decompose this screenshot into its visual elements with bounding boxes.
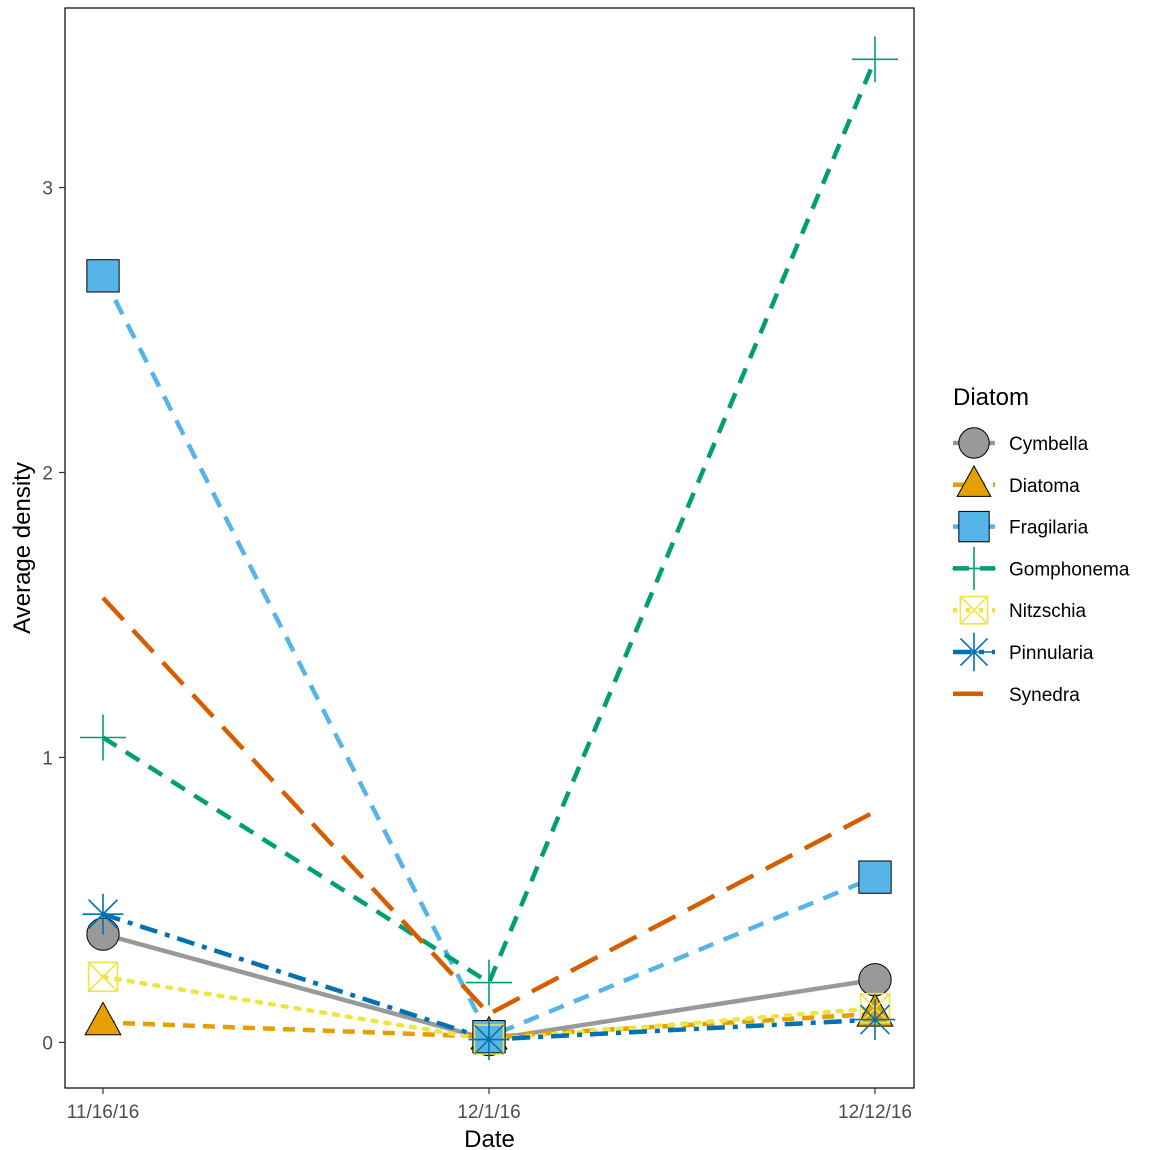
x-tick-label: 12/1/16: [457, 1102, 520, 1123]
legend-items: Cymbella Diatoma Fragilaria Gomphonema Nitzs…: [952, 427, 1130, 706]
series-lines: [100, 58, 878, 1042]
point-fragilaria: [858, 860, 892, 894]
legend-title: Diatom: [953, 384, 1029, 411]
legend-key-marker: [958, 427, 990, 459]
legend-label: Synedra: [1009, 685, 1080, 706]
y-axis: 0 1 2 3: [42, 179, 65, 1054]
point-diatoma: [84, 1001, 122, 1036]
legend-item-cymbella: Cymbella: [953, 427, 1089, 459]
y-axis-title: Average density: [9, 462, 36, 634]
point-gomphonema: [80, 714, 126, 761]
plot-area: [64, 7, 915, 1089]
legend-label: Cymbella: [1009, 434, 1089, 455]
y-tick-label: 3: [42, 179, 53, 200]
legend-item-diatoma: Diatoma: [953, 464, 1080, 497]
x-axis-title: Date: [464, 1126, 515, 1150]
point-pinnularia: [82, 893, 124, 935]
legend-key-marker: [952, 546, 996, 590]
y-tick-label: 0: [42, 1033, 53, 1054]
point-pinnularia: [854, 999, 896, 1041]
x-tick-label: 12/12/16: [838, 1102, 912, 1123]
legend-label: Fragilaria: [1009, 518, 1089, 539]
y-tick-label: 1: [42, 748, 53, 769]
legend-item-nitzschia: Nitzschia: [953, 595, 1087, 625]
legend-label: Gomphonema: [1009, 559, 1130, 580]
legend-label: Pinnularia: [1009, 643, 1094, 664]
point-nitzschia: [87, 961, 119, 993]
series-points: [80, 36, 898, 1060]
point-fragilaria: [86, 259, 120, 293]
x-tick-label: 11/16/16: [67, 1102, 140, 1123]
point-gomphonema: [852, 36, 898, 83]
legend-item-synedra: Synedra: [953, 685, 1080, 706]
legend: Diatom Cymbella Diatoma Fragilaria Gomphone…: [952, 384, 1130, 706]
y-tick-label: 2: [42, 463, 53, 484]
legend-key-marker: [954, 632, 994, 672]
legend-item-fragilaria: Fragilaria: [953, 510, 1089, 543]
x-axis: 11/16/16 12/1/16 12/12/16: [67, 1088, 912, 1123]
series-line-fragilaria: [100, 274, 876, 1040]
plot-frame: [64, 7, 915, 1089]
legend-key-marker: [959, 595, 989, 625]
legend-key-marker: [958, 510, 990, 543]
series-line-gomphonema: [101, 58, 878, 986]
point-pinnularia: [468, 1019, 510, 1060]
point-cymbella: [858, 963, 892, 997]
legend-label: Nitzschia: [1009, 601, 1087, 622]
legend-item-pinnularia: Pinnularia: [953, 632, 1094, 672]
point-gomphonema: [466, 959, 512, 1006]
legend-item-gomphonema: Gomphonema: [952, 546, 1130, 590]
series-line-synedra: [101, 596, 877, 1017]
legend-key-marker: [956, 464, 992, 497]
legend-label: Diatoma: [1009, 476, 1080, 497]
